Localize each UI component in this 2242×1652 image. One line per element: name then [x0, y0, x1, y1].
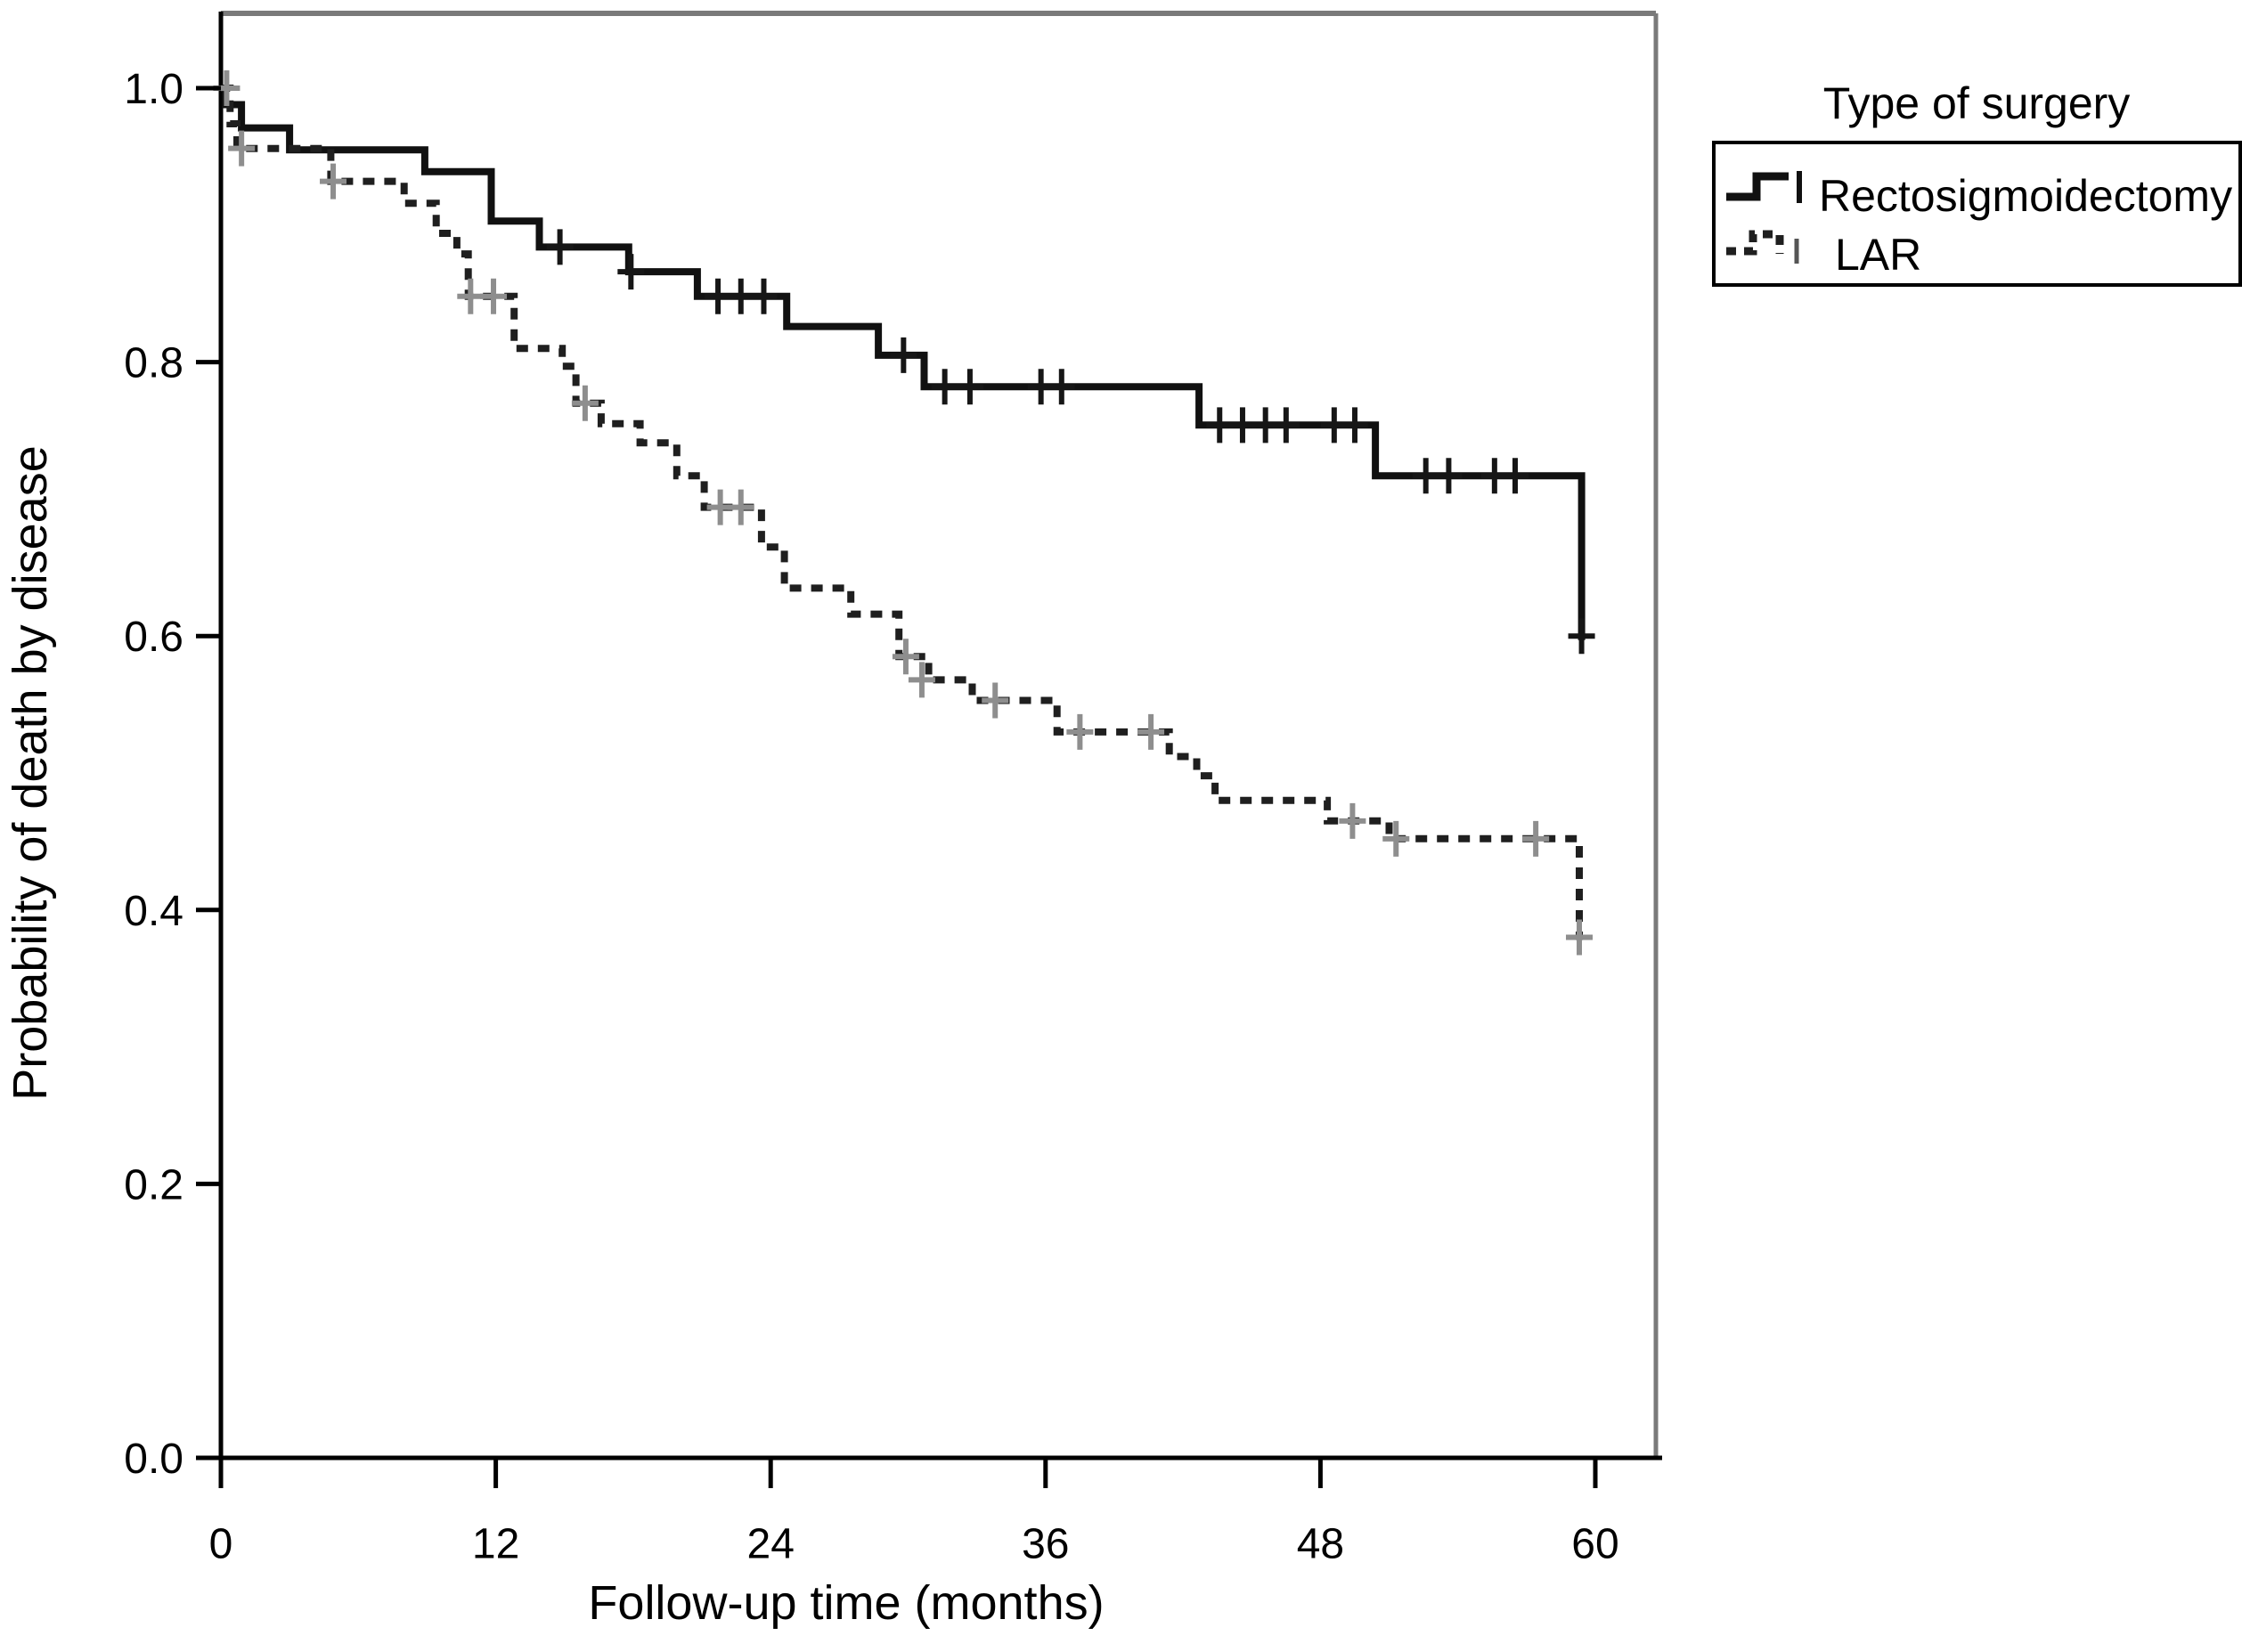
censor-plus-mark-lar: [571, 385, 599, 421]
censor-plus-mark-rectosigmoidectomy: [546, 229, 574, 265]
censor-plus-mark-lar: [1382, 820, 1410, 857]
y-tick-label: 0.8: [124, 340, 183, 387]
x-tick-label: 60: [1571, 1521, 1618, 1568]
censor-plus-mark-lar: [457, 278, 485, 314]
axes-and-ticks: 0 12 24 36 48 60 0.0 0.2 0.4 0.6 0.8 1.0: [124, 66, 1618, 1568]
censor-plus-mark-lar: [727, 489, 754, 525]
censor-plus-mark-rectosigmoidectomy: [727, 278, 754, 314]
censor-plus-mark-rectosigmoidectomy: [1206, 407, 1234, 444]
plot-frame: [218, 11, 1662, 1461]
censor-plus-mark-lar: [908, 662, 935, 698]
legend-label-rectosigmoidectomy: Rectosigmoidectomy: [1819, 171, 2232, 221]
legend-key-dashed-line-icon: [1726, 230, 1799, 264]
censor-plus-mark-rectosigmoidectomy: [931, 369, 958, 405]
censor-plus-mark-rectosigmoidectomy: [705, 278, 732, 314]
y-tick-label: 1.0: [124, 66, 183, 113]
series-curve-lar: [221, 85, 1583, 940]
censor-plus-mark-rectosigmoidectomy: [750, 278, 778, 314]
censor-marks: [213, 70, 1595, 956]
censor-plus-mark-rectosigmoidectomy: [1412, 458, 1439, 494]
censor-plus-mark-rectosigmoidectomy: [1435, 458, 1463, 494]
censor-plus-mark-lar: [1066, 713, 1094, 750]
legend-label-lar: LAR: [1835, 230, 1921, 280]
censor-plus-mark-lar: [1522, 820, 1550, 857]
legend-title: Type of surgery: [1823, 78, 2131, 128]
x-tick-label: 36: [1022, 1521, 1069, 1568]
survival-curves: [221, 85, 1586, 940]
censor-plus-mark-lar: [1565, 919, 1593, 956]
censor-plus-mark-rectosigmoidectomy: [1568, 618, 1595, 655]
censor-plus-mark-rectosigmoidectomy: [890, 337, 917, 373]
censor-plus-mark-rectosigmoidectomy: [1341, 407, 1368, 444]
censor-plus-mark-lar: [982, 682, 1009, 719]
legend-key-solid-line-icon: [1726, 171, 1802, 203]
censor-plus-mark-lar: [480, 278, 508, 314]
censor-plus-mark-lar: [1339, 802, 1366, 839]
legend: Type of surgery Rectosigmoidectomy LAR: [1712, 78, 2242, 287]
censor-plus-mark-rectosigmoidectomy: [1048, 369, 1075, 405]
x-axis-title: Follow-up time (months): [588, 1576, 1104, 1630]
x-tick-label: 24: [747, 1521, 795, 1568]
censor-plus-mark-rectosigmoidectomy: [1272, 407, 1300, 444]
x-tick-label: 48: [1297, 1521, 1344, 1568]
legend-box: [1712, 141, 2242, 287]
censor-plus-mark-rectosigmoidectomy: [1228, 407, 1256, 444]
censor-plus-mark-lar: [1137, 713, 1165, 750]
censor-plus-mark-lar: [228, 130, 256, 167]
x-tick-label: 12: [472, 1521, 519, 1568]
censor-plus-mark-rectosigmoidectomy: [1501, 458, 1529, 494]
y-tick-label: 0.2: [124, 1161, 183, 1208]
y-tick-label: 0.4: [124, 888, 183, 935]
censor-plus-mark-rectosigmoidectomy: [617, 254, 645, 290]
x-tick-label: 0: [209, 1521, 233, 1568]
y-tick-label: 0.0: [124, 1436, 183, 1483]
y-tick-label: 0.6: [124, 614, 183, 661]
censor-plus-mark-lar: [892, 639, 919, 675]
y-axis-title: Probability of death by disease: [4, 445, 57, 1100]
censor-plus-mark-rectosigmoidectomy: [956, 369, 983, 405]
censor-plus-mark-lar: [320, 163, 347, 199]
